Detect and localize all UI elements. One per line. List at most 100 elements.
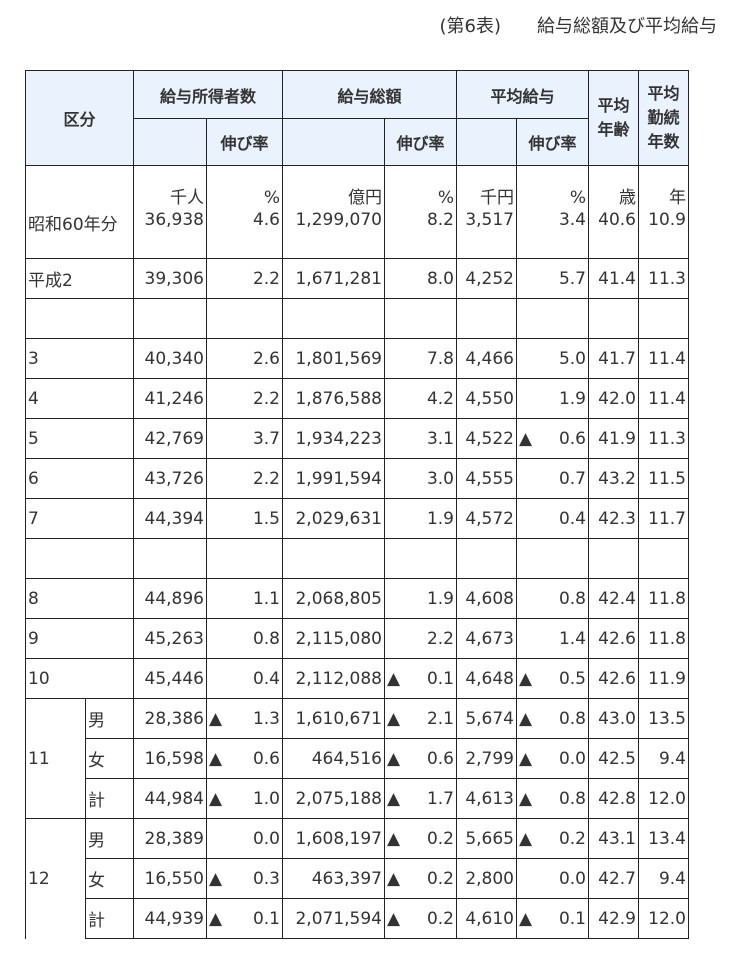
table-cell bbox=[638, 538, 689, 579]
table-cell: 41.9 bbox=[588, 418, 639, 459]
table-cell: % bbox=[206, 165, 283, 208]
table-cell: 4.2 bbox=[384, 378, 457, 419]
table-row: 12 男 28,389 0.0 1,608,197 ▲0.2 5,665 ▲0.2 43.1 13… bbox=[25, 818, 689, 939]
table-cell: 1,671,281 bbox=[282, 258, 385, 299]
table-cell: 1.9 bbox=[384, 498, 457, 539]
negative-value: ▲0.6 bbox=[387, 748, 454, 769]
table-cell: 2.2 bbox=[206, 458, 283, 499]
header-total-amount bbox=[282, 118, 385, 166]
table-cell: 2,799 bbox=[456, 738, 517, 779]
table-cell: 2,029,631 bbox=[282, 498, 385, 539]
negative-value: ▲0.2 bbox=[519, 828, 586, 849]
table-row: 計 44,984 ▲1.0 2,075,188 ▲1.7 4,613 ▲0.8 42.8 12.… bbox=[26, 778, 689, 819]
table-cell: 2,112,088 bbox=[282, 658, 385, 699]
table-cell: 3.0 bbox=[384, 458, 457, 499]
table-cell: 42.5 bbox=[588, 738, 639, 779]
table-cell: 16,598 bbox=[133, 738, 207, 779]
table-cell: 42.0 bbox=[588, 378, 639, 419]
table-cell: 4,610 bbox=[456, 898, 517, 939]
row-label bbox=[25, 298, 134, 339]
units-row: 千人% 億円% 千円% 歳年 bbox=[25, 165, 689, 208]
table-cell: 2,068,805 bbox=[282, 578, 385, 619]
table-cell: 1,608,197 bbox=[282, 818, 385, 859]
table-cell bbox=[282, 538, 385, 579]
row-label: 10 bbox=[25, 658, 134, 699]
table-row bbox=[25, 298, 689, 339]
table-cell: 4,522 bbox=[456, 418, 517, 459]
table-cell: 13.4 bbox=[638, 818, 689, 859]
table-cell: ▲0.5 bbox=[516, 658, 589, 699]
header-total-pay: 給与総額 bbox=[282, 70, 457, 119]
table-cell: 44,394 bbox=[133, 498, 207, 539]
table-cell: 43.2 bbox=[588, 458, 639, 499]
header-earners-growth: 伸び率 bbox=[206, 118, 283, 166]
row-label: 昭和60年分 bbox=[25, 208, 134, 259]
table-cell: ▲1.0 bbox=[206, 778, 283, 819]
table-cell: ▲0.8 bbox=[516, 778, 589, 819]
negative-value: ▲0.8 bbox=[519, 708, 586, 729]
table-cell: 0.4 bbox=[206, 658, 283, 699]
table-cell: 4,572 bbox=[456, 498, 517, 539]
table-cell: 12.0 bbox=[638, 778, 689, 819]
row-label: 3 bbox=[25, 338, 134, 379]
table-cell: 42.6 bbox=[588, 658, 639, 699]
table-cell: 0.8 bbox=[206, 618, 283, 659]
table-cell: 13.5 bbox=[638, 698, 689, 739]
table-cell: 2,075,188 bbox=[282, 778, 385, 819]
table-cell: 4,252 bbox=[456, 258, 517, 299]
table-cell: 1,801,569 bbox=[282, 338, 385, 379]
negative-value: ▲0.6 bbox=[519, 428, 586, 449]
sub-label: 計 bbox=[85, 898, 134, 939]
table-cell: 11.8 bbox=[638, 618, 689, 659]
table-cell: ▲0.1 bbox=[384, 658, 457, 699]
table-cell: 4,648 bbox=[456, 658, 517, 699]
table-row: 昭和60年分 36,938 4.6 1,299,070 8.2 3,517 3.4 40.6 1… bbox=[25, 208, 689, 259]
table-cell: ▲0.1 bbox=[206, 898, 283, 939]
table-cell: 41.7 bbox=[588, 338, 639, 379]
table-cell: 2.2 bbox=[206, 378, 283, 419]
table-cell: ▲0.2 bbox=[516, 818, 589, 859]
table-row: 4 41,246 2.2 1,876,588 4.2 4,550 1.9 42.0 11.4 bbox=[25, 378, 689, 419]
table-cell: 41,246 bbox=[133, 378, 207, 419]
header-avg-growth: 伸び率 bbox=[516, 118, 589, 166]
table-cell: 11.7 bbox=[638, 498, 689, 539]
table-cell: 42.9 bbox=[588, 898, 639, 939]
table-row: 11 男 28,386 ▲1.3 1,610,671 ▲2.1 5,674 ▲0.8 43.0 1… bbox=[25, 698, 689, 819]
table-cell: % bbox=[516, 165, 589, 208]
table-cell bbox=[133, 298, 207, 339]
table-cell: ▲0.1 bbox=[516, 898, 589, 939]
table-cell bbox=[206, 298, 283, 339]
table-cell: 11.4 bbox=[638, 338, 689, 379]
table-row: 9 45,263 0.8 2,115,080 2.2 4,673 1.4 42.6 11.8 bbox=[25, 618, 689, 659]
table-cell: 1,299,070 bbox=[282, 208, 385, 259]
row-label: 平成2 bbox=[25, 258, 134, 299]
table-cell: 1.9 bbox=[516, 378, 589, 419]
table-cell: 歳 bbox=[588, 165, 639, 208]
table-cell: ▲1.3 bbox=[206, 698, 283, 739]
table-cell: 463,397 bbox=[282, 858, 385, 899]
sub-label: 男 bbox=[85, 698, 134, 739]
table-cell: 40.6 bbox=[588, 208, 639, 259]
negative-value: ▲0.3 bbox=[209, 868, 280, 889]
table-cell bbox=[282, 298, 385, 339]
negative-value: ▲0.2 bbox=[387, 868, 454, 889]
table-cell: ▲0.6 bbox=[206, 738, 283, 779]
negative-value: ▲0.1 bbox=[519, 908, 586, 929]
table-cell: 28,386 bbox=[133, 698, 207, 739]
table-cell: 42.6 bbox=[588, 618, 639, 659]
table-cell: 1,991,594 bbox=[282, 458, 385, 499]
table-cell: 43.1 bbox=[588, 818, 639, 859]
group-label: 11 bbox=[25, 698, 86, 819]
negative-value: ▲0.1 bbox=[387, 668, 454, 689]
table-cell: 16,550 bbox=[133, 858, 207, 899]
table-cell: 3.4 bbox=[516, 208, 589, 259]
negative-value: ▲0.5 bbox=[519, 668, 586, 689]
table-cell bbox=[133, 538, 207, 579]
table-cell: 40,340 bbox=[133, 338, 207, 379]
table-cell: 1.4 bbox=[516, 618, 589, 659]
table-cell bbox=[638, 298, 689, 339]
table-row: 女 16,550 ▲0.3 463,397 ▲0.2 2,800 0.0 42.7 9.4 bbox=[26, 858, 689, 899]
table-cell: 39,306 bbox=[133, 258, 207, 299]
header-avg-tenure: 平均勤続年数 bbox=[638, 70, 689, 166]
table-cell: 1,876,588 bbox=[282, 378, 385, 419]
